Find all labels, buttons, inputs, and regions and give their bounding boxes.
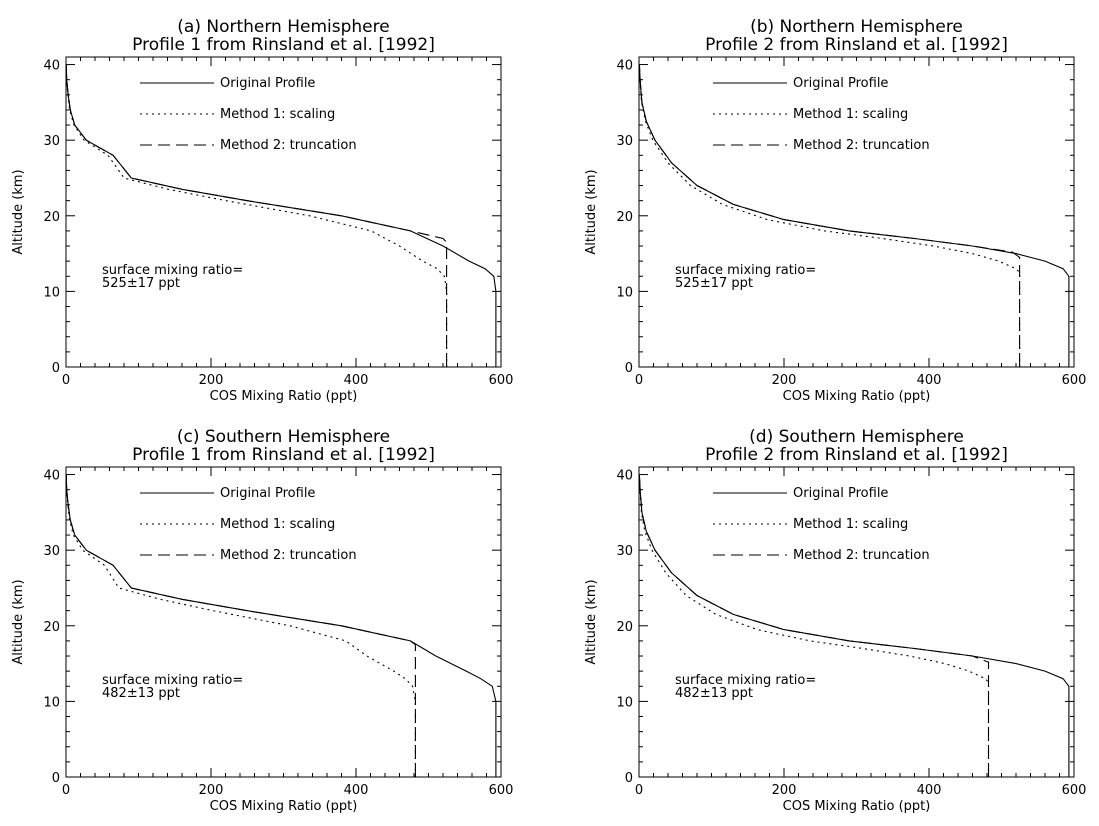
series-line-dashed: [638, 474, 990, 777]
chart-title: (d) Southern Hemisphere: [749, 427, 964, 447]
y-tick-label: 30: [43, 544, 60, 559]
x-tick-label: 200: [199, 783, 224, 798]
y-tick-label: 10: [616, 695, 633, 710]
x-tick-label: 200: [199, 373, 224, 388]
legend-label: Method 1: scaling: [793, 107, 908, 122]
surface-ratio-note: surface mixing ratio=: [675, 673, 816, 688]
legend-label: Method 1: scaling: [220, 517, 335, 532]
legend-label: Method 2: truncation: [793, 138, 930, 153]
surface-ratio-note: 482±13 ppt: [675, 686, 753, 701]
y-tick-label: 30: [616, 134, 633, 149]
series-line-dashed: [638, 64, 1021, 367]
x-axis-label: COS Mixing Ratio (ppt): [210, 799, 358, 814]
legend-label: Method 1: scaling: [793, 517, 908, 532]
x-tick-label: 0: [62, 783, 70, 798]
x-tick-label: 0: [635, 783, 643, 798]
y-tick-label: 40: [43, 469, 60, 484]
y-tick-label: 20: [616, 620, 633, 635]
y-tick-label: 0: [625, 361, 633, 376]
y-tick-label: 0: [52, 771, 60, 786]
chart-subtitle: Profile 1 from Rinsland et al. [1992]: [132, 445, 435, 465]
surface-ratio-note: 525±17 ppt: [675, 276, 753, 291]
x-tick-label: 400: [917, 783, 942, 798]
legend-label: Method 2: truncation: [220, 138, 357, 153]
y-axis-label: Altitude (km): [11, 579, 26, 664]
legend-label: Original Profile: [220, 486, 315, 501]
legend-label: Original Profile: [220, 76, 315, 91]
plot-frame: [638, 56, 1075, 368]
x-tick-label: 200: [772, 373, 797, 388]
x-tick-label: 0: [62, 373, 70, 388]
y-tick-label: 10: [616, 285, 633, 300]
x-tick-label: 600: [489, 373, 514, 388]
x-tick-label: 400: [344, 783, 369, 798]
y-tick-label: 30: [616, 544, 633, 559]
legend-label: Original Profile: [793, 76, 888, 91]
series-line-dashed: [65, 474, 416, 777]
y-tick-label: 0: [52, 361, 60, 376]
x-axis-label: COS Mixing Ratio (ppt): [783, 799, 931, 814]
surface-ratio-note: surface mixing ratio=: [102, 263, 243, 278]
y-axis-label: Altitude (km): [584, 579, 599, 664]
y-axis-label: Altitude (km): [11, 169, 26, 254]
legend-label: Method 1: scaling: [220, 107, 335, 122]
series-line-solid: [65, 474, 497, 777]
surface-ratio-note: surface mixing ratio=: [102, 673, 243, 688]
y-tick-label: 40: [43, 59, 60, 74]
y-tick-label: 40: [616, 59, 633, 74]
x-tick-label: 600: [489, 783, 514, 798]
x-tick-label: 600: [1062, 783, 1087, 798]
y-tick-label: 20: [43, 210, 60, 225]
y-tick-label: 30: [43, 134, 60, 149]
y-axis-label: Altitude (km): [584, 169, 599, 254]
x-axis-label: COS Mixing Ratio (ppt): [783, 389, 931, 404]
surface-ratio-note: 525±17 ppt: [102, 276, 180, 291]
x-tick-label: 400: [917, 373, 942, 388]
y-tick-label: 40: [616, 469, 633, 484]
y-tick-label: 0: [625, 771, 633, 786]
surface-ratio-note: 482±13 ppt: [102, 686, 180, 701]
plot-frame: [65, 56, 502, 368]
chart-subtitle: Profile 1 from Rinsland et al. [1992]: [132, 35, 435, 55]
x-tick-label: 0: [635, 373, 643, 388]
y-tick-label: 10: [43, 285, 60, 300]
chart-subtitle: Profile 2 from Rinsland et al. [1992]: [705, 445, 1008, 465]
chart-title: (a) Northern Hemisphere: [177, 17, 389, 37]
series-line-dotted: [65, 64, 448, 367]
plot-frame: [65, 466, 502, 778]
chart-subtitle: Profile 2 from Rinsland et al. [1992]: [705, 35, 1008, 55]
legend-label: Method 2: truncation: [793, 548, 930, 563]
chart-title: (c) Southern Hemisphere: [177, 427, 390, 447]
x-tick-label: 200: [772, 783, 797, 798]
legend-label: Method 2: truncation: [220, 548, 357, 563]
legend-label: Original Profile: [793, 486, 888, 501]
x-tick-label: 400: [344, 373, 369, 388]
y-tick-label: 10: [43, 695, 60, 710]
y-tick-label: 20: [616, 210, 633, 225]
chart-title: (b) Northern Hemisphere: [750, 17, 963, 37]
surface-ratio-note: surface mixing ratio=: [675, 263, 816, 278]
y-tick-label: 20: [43, 620, 60, 635]
x-tick-label: 600: [1062, 373, 1087, 388]
plot-frame: [638, 466, 1075, 778]
x-axis-label: COS Mixing Ratio (ppt): [210, 389, 358, 404]
